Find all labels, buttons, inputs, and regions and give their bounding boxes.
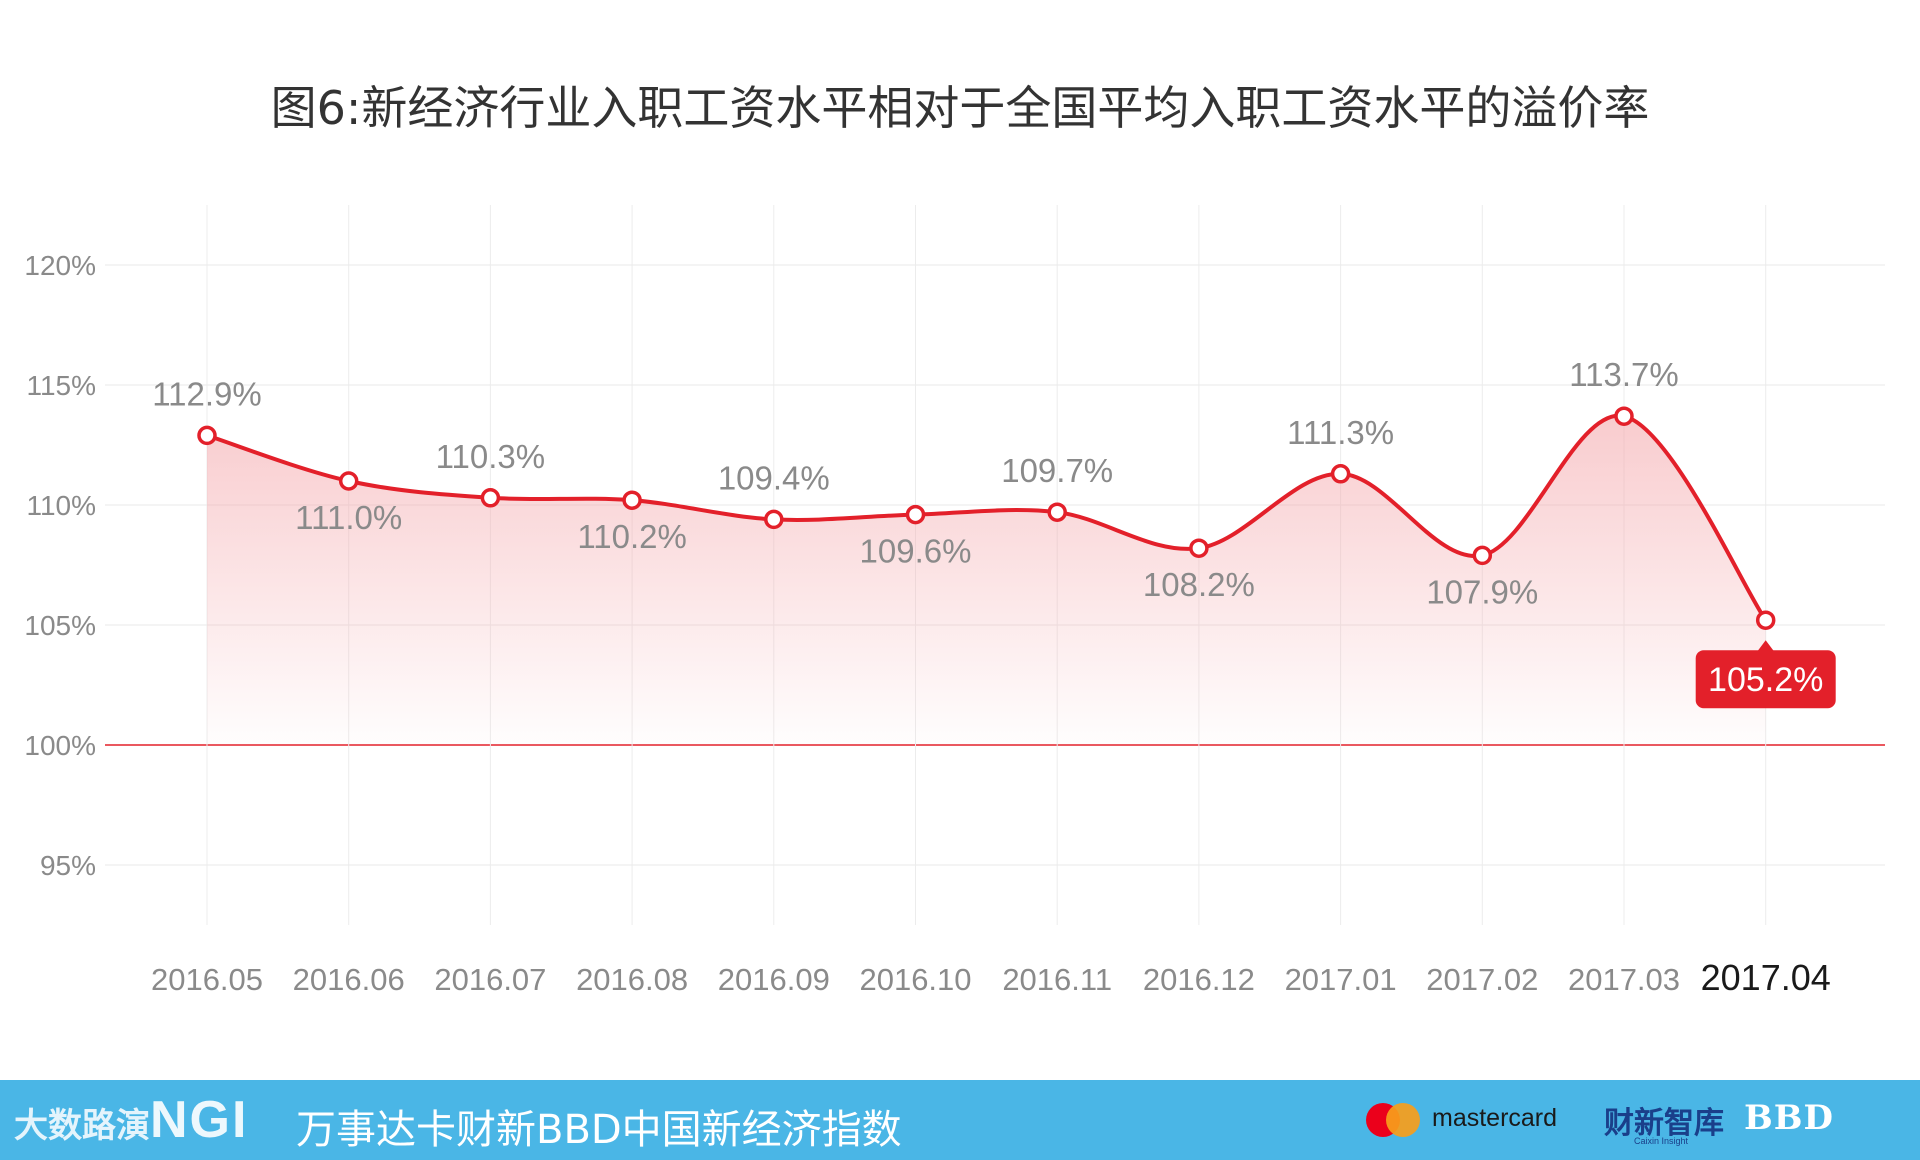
ngi-logo: NGI bbox=[150, 1091, 249, 1149]
data-label: 110.3% bbox=[436, 438, 545, 475]
footer-title: 万事达卡财新BBD中国新经济指数 bbox=[296, 1107, 902, 1153]
x-tick-label: 2016.09 bbox=[718, 962, 830, 997]
y-tick-label: 100% bbox=[24, 730, 96, 761]
chart-title: 图6:新经济行业入职工资水平相对于全国平均入职工资水平的溢价率 bbox=[270, 81, 1650, 135]
x-tick-label: 2017.03 bbox=[1568, 962, 1680, 997]
data-point bbox=[1047, 502, 1067, 522]
area-under-line bbox=[207, 415, 1766, 745]
highlight-badge bbox=[1695, 650, 1836, 709]
data-label: 110.2% bbox=[577, 518, 686, 555]
caixin-sub: Caixin Insight bbox=[1634, 1136, 1689, 1146]
x-tick-label: 2017.01 bbox=[1285, 962, 1397, 997]
data-label: 112.9% bbox=[152, 375, 261, 412]
data-labels: 112.9% 111.0% 110.3% 110.2% 109.4% 109.6% 109.… bbox=[152, 356, 1836, 709]
data-label: 109.6% bbox=[860, 533, 972, 570]
data-label: 111.0% bbox=[295, 499, 402, 536]
data-label: 111.3% bbox=[1287, 414, 1394, 451]
data-point bbox=[338, 471, 359, 491]
data-point bbox=[197, 425, 217, 446]
data-point bbox=[764, 509, 784, 530]
x-tick-label: 2016.08 bbox=[576, 962, 688, 997]
data-label: 113.7% bbox=[1569, 356, 1678, 393]
x-tick-label: 2016.10 bbox=[859, 962, 971, 997]
x-tick-label: 2017.02 bbox=[1426, 962, 1538, 997]
data-label: 107.9% bbox=[1426, 573, 1538, 610]
y-tick-label: 105% bbox=[24, 610, 96, 641]
area-fill bbox=[207, 415, 1766, 745]
data-point bbox=[1755, 610, 1776, 630]
dashuluyan-logo: 大数路演 bbox=[14, 1106, 150, 1146]
data-label: 108.2% bbox=[1143, 566, 1255, 603]
data-label-highlight: 105.2% bbox=[1708, 661, 1823, 699]
axes: 95% 100% 105% 110% 115% 120% 2016.05 2016.06 201… bbox=[24, 250, 1830, 998]
data-label: 109.7% bbox=[1001, 452, 1113, 489]
data-point bbox=[480, 488, 501, 508]
x-tick-label: 2017.04 bbox=[1701, 957, 1831, 998]
data-point bbox=[1614, 406, 1634, 426]
mastercard-text: mastercard bbox=[1432, 1104, 1558, 1132]
bbd-logo: BBD bbox=[1744, 1098, 1834, 1138]
y-tick-label: 120% bbox=[24, 250, 96, 281]
footer-bar: 大数路演 NGI 万事达卡财新BBD中国新经济指数 mastercard 财新智… bbox=[0, 1080, 1920, 1160]
data-point bbox=[1330, 464, 1351, 484]
data-label: 109.4% bbox=[718, 459, 830, 496]
x-tick-label: 2016.07 bbox=[434, 962, 546, 997]
data-points bbox=[197, 406, 1776, 630]
y-tick-label: 115% bbox=[26, 370, 96, 401]
x-tick-label: 2016.12 bbox=[1143, 962, 1255, 997]
y-tick-label: 95% bbox=[40, 850, 96, 881]
x-tick-label: 2016.06 bbox=[293, 962, 405, 997]
caixin-logo: 财新智库 bbox=[1604, 1106, 1724, 1141]
line-chart: 112.9% 111.0% 110.3% 110.2% 109.4% 109.6% 109.… bbox=[24, 205, 1885, 998]
x-tick-label: 2016.05 bbox=[151, 962, 263, 997]
data-point bbox=[622, 490, 642, 510]
y-tick-label: 110% bbox=[26, 490, 96, 521]
highlight-badge-pointer bbox=[1756, 640, 1775, 653]
x-tick-label: 2016.11 bbox=[1002, 962, 1112, 997]
data-point bbox=[905, 504, 926, 525]
data-point bbox=[1189, 538, 1209, 558]
mastercard-yellow-circle-icon bbox=[1386, 1103, 1420, 1137]
data-point bbox=[1472, 545, 1493, 566]
